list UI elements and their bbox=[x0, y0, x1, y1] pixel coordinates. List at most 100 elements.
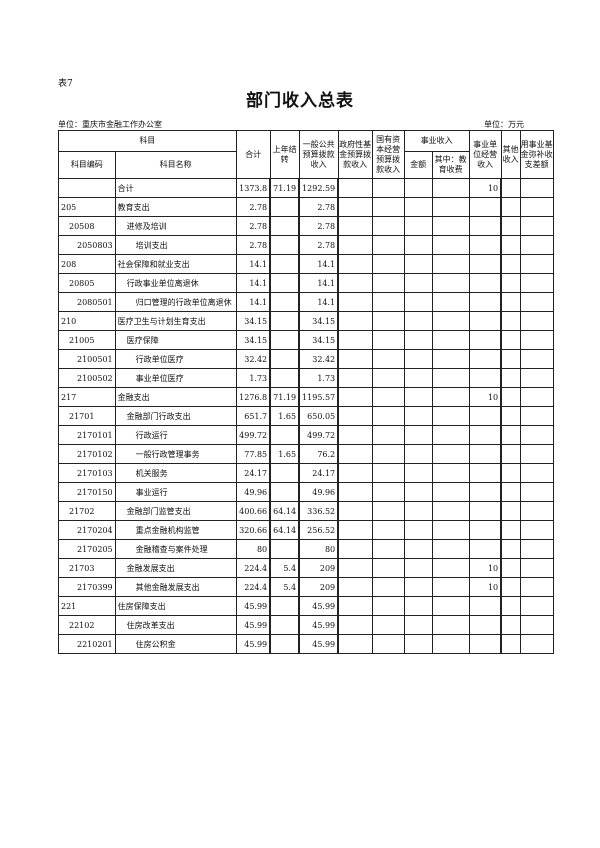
row-code: 2170103 bbox=[58, 463, 116, 483]
table-row: 2170204 重点金融机构监管 320.66 64.14 256.52 bbox=[58, 520, 554, 540]
row-other bbox=[500, 463, 521, 483]
row-fund-cover bbox=[519, 178, 554, 198]
header-subject: 科目 bbox=[58, 130, 237, 152]
row-gov-fund bbox=[337, 349, 373, 369]
row-edu bbox=[431, 501, 470, 521]
row-state-capital bbox=[371, 615, 405, 635]
row-code: 21703 bbox=[58, 558, 116, 578]
row-carryover: 64.14 bbox=[269, 501, 301, 521]
row-gov-fund bbox=[337, 254, 373, 274]
row-code: 2170150 bbox=[58, 482, 116, 502]
row-state-capital bbox=[371, 387, 405, 407]
row-state-capital bbox=[371, 368, 405, 388]
row-other bbox=[500, 273, 521, 293]
row-carryover: 1.65 bbox=[269, 444, 301, 464]
row-edu bbox=[431, 178, 470, 198]
row-carryover bbox=[269, 292, 301, 312]
row-edu bbox=[431, 311, 470, 331]
row-other bbox=[500, 292, 521, 312]
row-state-capital bbox=[371, 292, 405, 312]
row-code: 2100501 bbox=[58, 349, 116, 369]
row-edu bbox=[431, 349, 470, 369]
row-total: 1373.8 bbox=[235, 178, 272, 198]
table-row: 2170150 事业运行 49.96 49.96 bbox=[58, 482, 554, 502]
row-total: 77.85 bbox=[235, 444, 272, 464]
row-carryover: 1.65 bbox=[269, 406, 301, 426]
row-business-amount bbox=[403, 235, 433, 255]
row-total: 499.72 bbox=[235, 425, 272, 445]
row-gov-fund bbox=[337, 235, 373, 255]
row-gov-fund bbox=[337, 634, 373, 654]
row-edu bbox=[431, 634, 470, 654]
row-fund-cover bbox=[519, 330, 554, 350]
row-operating bbox=[468, 463, 503, 483]
row-other bbox=[500, 577, 521, 597]
row-general: 34.15 bbox=[298, 311, 340, 331]
header-carryover: 上年结转 bbox=[269, 130, 300, 179]
row-gov-fund bbox=[337, 273, 373, 293]
row-total: 14.1 bbox=[235, 254, 272, 274]
row-total: 2.78 bbox=[235, 216, 272, 236]
row-carryover: 71.19 bbox=[269, 387, 301, 407]
row-operating bbox=[468, 501, 503, 521]
header-name: 科目名称 bbox=[114, 151, 237, 179]
row-code: 2170204 bbox=[58, 520, 116, 540]
row-business-amount bbox=[403, 254, 433, 274]
row-other bbox=[500, 482, 521, 502]
row-other bbox=[500, 406, 521, 426]
row-state-capital bbox=[371, 520, 405, 540]
row-carryover bbox=[269, 216, 301, 236]
row-fund-cover bbox=[519, 311, 554, 331]
row-business-amount bbox=[403, 520, 433, 540]
row-fund-cover bbox=[519, 520, 554, 540]
header-total: 合计 bbox=[235, 130, 271, 179]
row-general: 1195.57 bbox=[298, 387, 340, 407]
row-general: 49.96 bbox=[298, 482, 340, 502]
row-general: 650.05 bbox=[298, 406, 340, 426]
row-state-capital bbox=[371, 178, 405, 198]
table-row: 20508 进修及培训 2.78 2.78 bbox=[58, 216, 554, 236]
row-name: 行政运行 bbox=[114, 425, 237, 445]
row-total: 651.7 bbox=[235, 406, 272, 426]
row-edu bbox=[431, 444, 470, 464]
row-name: 合计 bbox=[114, 178, 237, 198]
table-row: 2170205 金融稽查与案件处理 80 80 bbox=[58, 539, 554, 559]
row-business-amount bbox=[403, 311, 433, 331]
row-total: 49.96 bbox=[235, 482, 272, 502]
table-row: 21701 金融部门行政支出 651.7 1.65 650.05 bbox=[58, 406, 554, 426]
row-business-amount bbox=[403, 482, 433, 502]
table-row: 20805 行政事业单位离退休 14.1 14.1 bbox=[58, 273, 554, 293]
header-gov-fund: 政府性基金预算拨款收入 bbox=[337, 130, 373, 179]
row-total: 45.99 bbox=[235, 596, 272, 616]
row-operating: 10 bbox=[468, 577, 503, 597]
row-gov-fund bbox=[337, 330, 373, 350]
table-row: 210 医疗卫生与计划生育支出 34.15 34.15 bbox=[58, 311, 554, 331]
row-name: 金融部门监管支出 bbox=[114, 501, 237, 521]
row-name: 社会保障和就业支出 bbox=[114, 254, 237, 274]
row-fund-cover bbox=[519, 406, 554, 426]
row-gov-fund bbox=[337, 482, 373, 502]
row-other bbox=[500, 520, 521, 540]
row-state-capital bbox=[371, 273, 405, 293]
row-other bbox=[500, 596, 521, 616]
row-code: 2210201 bbox=[58, 634, 116, 654]
row-general: 209 bbox=[298, 558, 340, 578]
table-row: 2100501 行政单位医疗 32.42 32.42 bbox=[58, 349, 554, 369]
row-state-capital bbox=[371, 254, 405, 274]
row-name: 金融稽查与案件处理 bbox=[114, 539, 237, 559]
row-edu bbox=[431, 330, 470, 350]
row-code: 2170205 bbox=[58, 539, 116, 559]
row-code: 210 bbox=[58, 311, 116, 331]
table-row: 2050803 培训支出 2.78 2.78 bbox=[58, 235, 554, 255]
row-other bbox=[500, 368, 521, 388]
row-state-capital bbox=[371, 349, 405, 369]
row-carryover bbox=[269, 235, 301, 255]
row-operating bbox=[468, 292, 503, 312]
row-edu bbox=[431, 577, 470, 597]
row-fund-cover bbox=[519, 254, 554, 274]
row-edu bbox=[431, 216, 470, 236]
table-row: 合计 1373.8 71.19 1292.59 10 bbox=[58, 178, 554, 198]
row-total: 1276.8 bbox=[235, 387, 272, 407]
row-carryover bbox=[269, 539, 301, 559]
row-operating bbox=[468, 596, 503, 616]
